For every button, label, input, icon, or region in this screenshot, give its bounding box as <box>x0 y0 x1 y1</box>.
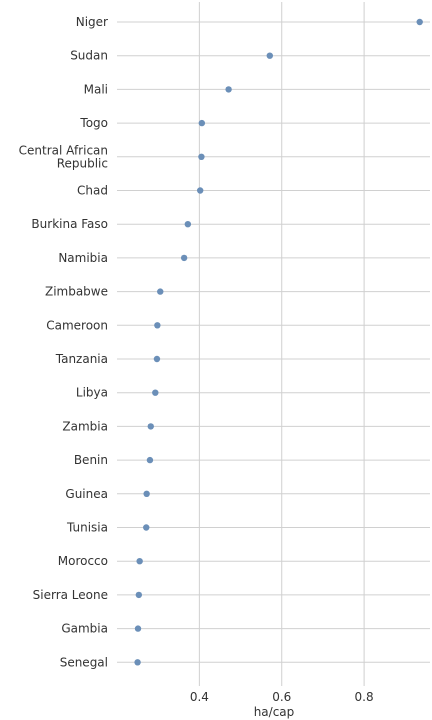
category-label: Senegal <box>60 655 108 669</box>
x-axis-title: ha/cap <box>254 705 295 719</box>
category-labels: Niger Sudan Mali Togo Central African Republi… <box>19 15 108 669</box>
data-point <box>184 221 192 228</box>
x-tick-label: 0.6 <box>272 690 291 704</box>
category-label: Mali <box>84 82 108 96</box>
category-label: Tanzania <box>55 352 108 366</box>
category-label: Libya <box>76 386 108 400</box>
category-label: Sudan <box>70 49 108 63</box>
data-point <box>147 423 154 430</box>
data-point <box>134 659 141 666</box>
category-label: Sierra Leone <box>33 588 108 602</box>
data-point <box>154 322 161 329</box>
x-tick-label: 0.8 <box>355 690 374 704</box>
category-label: Zambia <box>62 419 108 433</box>
category-label: Burkina Faso <box>31 217 108 231</box>
category-label: Central African Republic <box>19 143 108 170</box>
data-point <box>225 86 232 93</box>
category-label: Cameroon <box>46 318 108 332</box>
category-label: Niger <box>76 15 108 29</box>
data-point <box>152 389 159 396</box>
data-point <box>146 456 154 464</box>
category-label: Guinea <box>65 487 108 501</box>
data-point <box>157 288 164 295</box>
category-label: Benin <box>74 453 108 467</box>
data-point <box>135 591 143 599</box>
data-points <box>134 18 423 666</box>
x-tick-label: 0.4 <box>190 690 209 704</box>
data-point <box>416 18 423 26</box>
data-point <box>266 52 273 59</box>
category-label: Gambia <box>61 622 108 636</box>
data-point <box>153 355 161 363</box>
category-label: Morocco <box>58 554 108 568</box>
vertical-gridlines <box>198 2 365 686</box>
data-point <box>198 119 206 127</box>
category-label: Togo <box>79 116 108 130</box>
data-point <box>136 558 143 565</box>
horizontal-gridlines <box>117 21 430 663</box>
data-point <box>143 524 150 531</box>
category-label: Namibia <box>58 251 108 265</box>
x-tick-labels: 0.4 0.6 0.8 <box>190 690 374 704</box>
data-point <box>196 187 204 194</box>
data-point <box>134 625 142 632</box>
data-point <box>198 153 205 160</box>
category-label: Chad <box>77 184 108 198</box>
category-label: Tunisia <box>66 521 108 535</box>
category-label: Zimbabwe <box>45 285 108 299</box>
data-point <box>180 254 188 262</box>
data-point <box>143 490 150 497</box>
